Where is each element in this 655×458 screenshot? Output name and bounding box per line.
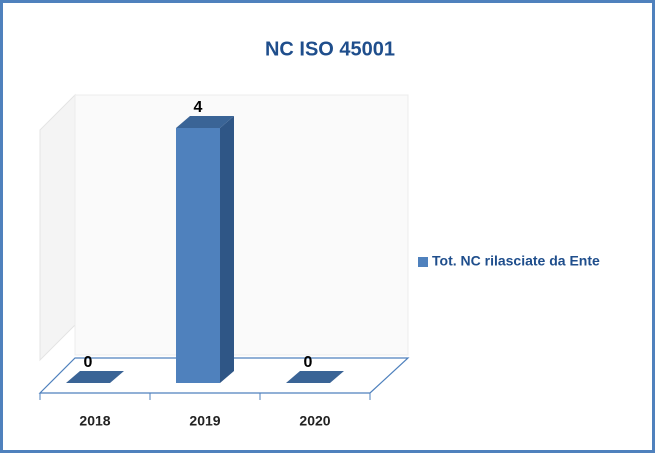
x-tick-label: 2018 bbox=[79, 413, 110, 429]
x-tick-label: 2019 bbox=[189, 413, 220, 429]
data-label: 0 bbox=[304, 354, 313, 371]
chart: NC ISO 45001 0 4 0 2018 2019 2020 Tot. NC rila… bbox=[0, 0, 655, 453]
bar-side bbox=[220, 116, 234, 383]
data-label: 0 bbox=[84, 354, 93, 371]
page: {"chart_data": {"type": "bar3d", "title"… bbox=[0, 0, 655, 458]
x-tick-label: 2020 bbox=[299, 413, 330, 429]
legend-swatch bbox=[418, 257, 428, 267]
legend-label: Tot. NC rilasciate da Ente bbox=[432, 253, 600, 269]
side-wall bbox=[40, 95, 75, 360]
bar bbox=[176, 128, 220, 383]
chart-title: NC ISO 45001 bbox=[265, 38, 395, 60]
data-label: 4 bbox=[194, 99, 203, 116]
back-wall bbox=[75, 95, 408, 355]
